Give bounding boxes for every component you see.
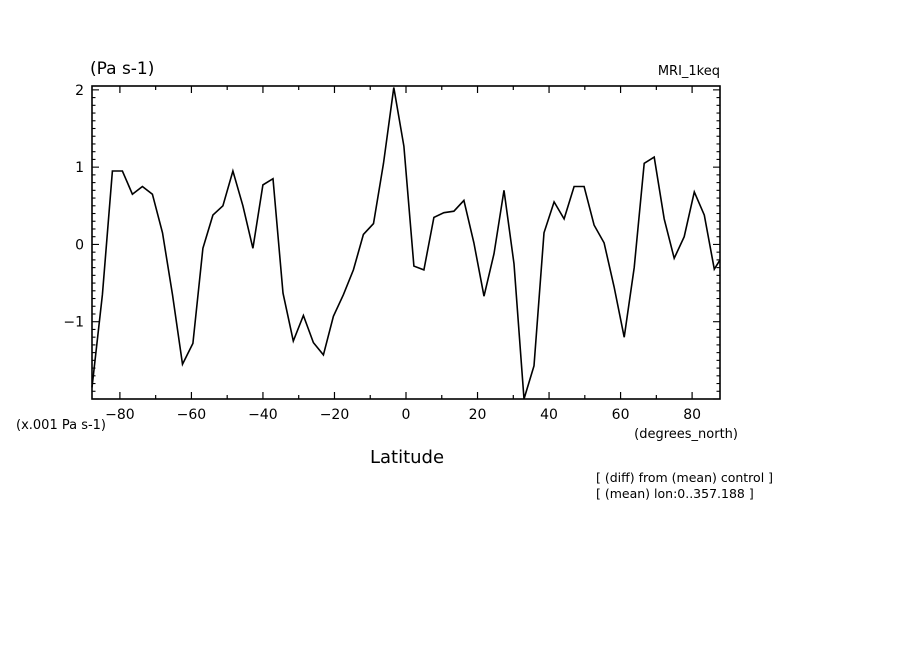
x-tick-label: −60 [177, 407, 207, 423]
x-axis: −80 −60 −40 −20 0 20 40 60 80 [105, 86, 701, 423]
note-line-1: [ (diff) from (mean) control ] [596, 470, 773, 485]
scale-note: (x.001 Pa s-1) [16, 418, 106, 433]
x-tick-label: −20 [320, 407, 350, 423]
unit-label: (Pa s-1) [90, 59, 154, 79]
x-tick-label: 0 [402, 407, 411, 423]
y-axis: −1 0 1 2 [63, 83, 720, 400]
y-tick-label: 0 [75, 237, 84, 253]
x-tick-label: 80 [683, 407, 701, 423]
model-label: MRI_1keq [658, 64, 720, 79]
x-tick-label: 20 [469, 407, 487, 423]
x-axis-title: Latitude [370, 447, 444, 468]
y-tick-label: 2 [75, 83, 84, 99]
plot-frame [91, 85, 721, 400]
x-tick-label: −40 [248, 407, 278, 423]
note-line-2: [ (mean) lon:0..357.188 ] [596, 486, 754, 501]
y-tick-label: 1 [75, 160, 84, 176]
x-unit-label: (degrees_north) [634, 427, 738, 442]
x-tick-label: 60 [612, 407, 630, 423]
y-tick-label: −1 [63, 315, 84, 331]
x-tick-label: −80 [105, 407, 135, 423]
x-tick-label: 40 [540, 407, 558, 423]
series-line [91, 87, 721, 400]
